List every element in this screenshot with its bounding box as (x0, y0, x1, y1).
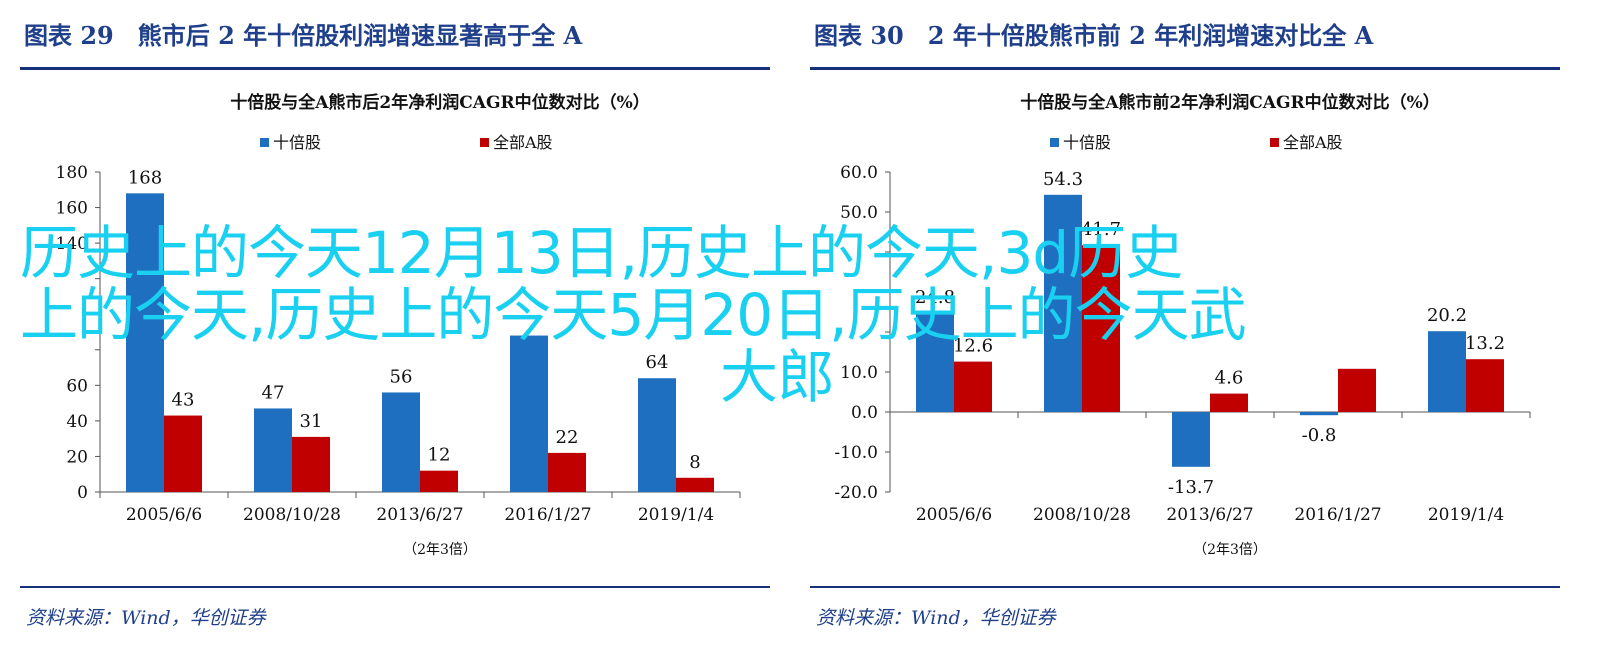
x-tick-label: 2019/1/4 (638, 505, 714, 525)
data-label: 4.6 (1215, 368, 1244, 389)
x-tick-label: 2008/10/28 (243, 505, 341, 525)
data-label: 56 (390, 366, 413, 387)
data-label: 12.6 (953, 336, 993, 357)
title-rule (810, 67, 1560, 70)
y-tick-label: 40 (66, 412, 88, 432)
bar-0-1 (1044, 194, 1082, 412)
data-label: 8 (689, 452, 700, 473)
bar-0-2 (1172, 412, 1210, 467)
y-tick-label: 0 (77, 483, 88, 503)
legend: 十倍股 全部A股 (1050, 133, 1343, 152)
x-tick-label: 2005/6/6 (916, 505, 992, 525)
y-tick-label: -10.0 (834, 443, 878, 463)
data-label: 24.8 (915, 287, 955, 308)
overlay-headline: 历史上的今天12月13日,历史上的今天,3d历史 上的今天,历史上的今天5月20… (20, 222, 1420, 408)
figure-panel-right: 图表 30 2 年十倍股熊市前 2 年利润增速对比全 A 十倍股与全A熊市前2年… (810, 0, 1560, 651)
bar-1-2 (1210, 393, 1248, 412)
x-tick-label: 2016/1/27 (504, 505, 591, 525)
bar-1-3 (1338, 368, 1376, 412)
figure-title: 图表 30 2 年十倍股熊市前 2 年利润增速对比全 A (814, 21, 1374, 50)
bar-1-3 (548, 452, 586, 492)
data-label: 47 (262, 382, 285, 403)
bar-chart-before-bear-market: 十倍股与全A熊市前2年净利润CAGR中位数对比（%） 十倍股 全部A股 -20.0 -1… (834, 92, 1531, 558)
y-tick-label: 160 (56, 199, 88, 219)
source-note: 资料来源：Wind，华创证券 (816, 607, 1056, 629)
bar-0-4 (638, 378, 676, 492)
x-tick-label: 2005/6/6 (126, 505, 202, 525)
y-tick-label: 20 (66, 447, 88, 467)
source-note: 资料来源：Wind，华创证券 (26, 607, 266, 629)
y-tick-label: 60.0 (840, 163, 878, 183)
source-rule (20, 586, 770, 588)
title-rule (20, 67, 770, 70)
y-tick-label: 50.0 (840, 203, 878, 223)
y-tick-label: 60 (66, 376, 88, 396)
bar-0-0 (126, 193, 164, 492)
y-tick-label: 140 (56, 234, 88, 254)
data-label: 64 (646, 352, 669, 373)
x-tick-label: 2016/1/27 (1294, 505, 1381, 525)
data-label: 168 (128, 167, 162, 188)
legend-swatch-1 (1270, 138, 1279, 147)
legend-swatch-1 (480, 138, 489, 147)
bar-1-0 (164, 415, 202, 492)
data-label: 54.3 (1043, 169, 1083, 190)
legend-label-0: 十倍股 (1063, 133, 1111, 152)
y-tick-label: 0.0 (851, 403, 878, 423)
source-rule (810, 586, 1560, 588)
y-tick-label: 10.0 (840, 363, 878, 383)
legend-swatch-0 (260, 138, 269, 147)
chart-title: 十倍股与全A熊市后2年净利润CAGR中位数对比（%） (230, 92, 650, 113)
bar-1-4 (676, 477, 714, 492)
x-axis-label: （2年3倍） (403, 542, 477, 558)
bar-1-0 (954, 361, 992, 412)
figure-panel-left: 图表 29 熊市后 2 年十倍股利润增速显著高于全 A 十倍股与全A熊市后2年净… (20, 0, 770, 651)
data-label: 13.2 (1465, 333, 1505, 354)
legend-label-0: 十倍股 (273, 133, 321, 152)
y-tick-label: 180 (56, 163, 88, 183)
bar-1-2 (420, 470, 458, 492)
x-tick-label: 2019/1/4 (1428, 505, 1504, 525)
x-tick-label: 2013/6/27 (376, 505, 463, 525)
y-tick-label: -20.0 (834, 483, 878, 503)
bar-chart-after-bear-market: 十倍股与全A熊市后2年净利润CAGR中位数对比（%） 十倍股 全部A股 0 20 40 60… (56, 92, 741, 558)
bar-0-3 (510, 335, 548, 492)
data-label: -0.8 (1302, 425, 1337, 446)
legend: 十倍股 全部A股 (260, 133, 553, 152)
chart-title: 十倍股与全A熊市前2年净利润CAGR中位数对比（%） (1020, 92, 1440, 113)
data-label: 31 (300, 411, 323, 432)
data-label: 12 (428, 445, 451, 466)
bar-1-1 (1082, 245, 1120, 412)
bar-0-2 (382, 392, 420, 492)
x-tick-label: 2013/6/27 (1166, 505, 1253, 525)
bar-0-1 (254, 408, 292, 492)
figure-title: 图表 29 熊市后 2 年十倍股利润增速显著高于全 A (24, 21, 583, 50)
overlay-line-1: 历史上的今天12月13日,历史上的今天,3d历史 (20, 219, 1183, 287)
bar-1-4 (1466, 359, 1504, 412)
data-label: -13.7 (1168, 477, 1214, 498)
x-axis-label: （2年3倍） (1193, 542, 1267, 558)
overlay-line-2: 上的今天,历史上的今天5月20日,历史上的今天武 (20, 281, 1247, 349)
bar-0-0 (916, 312, 954, 412)
legend-swatch-0 (1050, 138, 1059, 147)
data-label: 41.7 (1081, 219, 1121, 240)
bar-1-1 (292, 436, 330, 492)
data-label: 43 (172, 390, 195, 411)
data-label: 22 (556, 427, 579, 448)
bar-0-4 (1428, 331, 1466, 412)
legend-label-1: 全部A股 (1283, 133, 1343, 152)
overlay-line-3: 大郎 (720, 343, 835, 411)
bar-0-3 (1300, 412, 1338, 416)
legend-label-1: 全部A股 (493, 133, 553, 152)
data-label: 20.2 (1427, 305, 1467, 326)
x-tick-label: 2008/10/28 (1033, 505, 1131, 525)
